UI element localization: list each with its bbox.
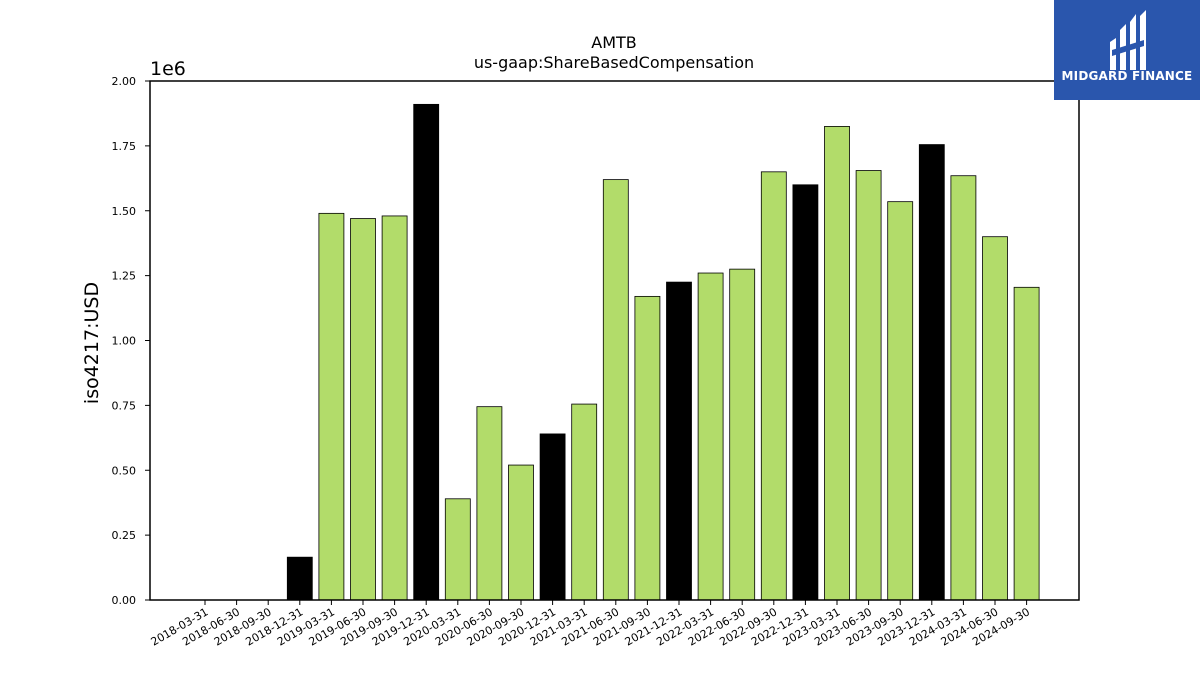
bar <box>634 295 661 601</box>
plot-area-frame <box>149 80 1080 601</box>
bar <box>666 281 692 601</box>
y-tick-label: 2.00 <box>112 75 137 88</box>
bar <box>476 406 503 601</box>
y-tick-label: 1.50 <box>112 205 137 218</box>
bar <box>824 126 850 601</box>
y-tick-label: 1.25 <box>112 270 137 283</box>
bar <box>286 556 313 601</box>
bar <box>887 201 914 601</box>
bar <box>444 498 471 601</box>
y-tick-label: 0.00 <box>112 594 137 607</box>
y-tick-label: 1.00 <box>112 335 137 348</box>
bar <box>918 144 945 601</box>
y-tick-label: 0.25 <box>112 529 137 542</box>
y-axis-scale-label: 1e6 <box>150 58 186 80</box>
bar <box>571 403 598 601</box>
bar <box>381 215 408 601</box>
bar <box>950 175 977 601</box>
bar <box>602 179 629 601</box>
bar <box>539 433 566 601</box>
bar <box>760 171 787 601</box>
bar <box>350 218 376 601</box>
brand-name: MIDGARD FINANCE <box>1061 69 1193 83</box>
bar <box>413 103 440 601</box>
y-axis-label: iso4217:USD <box>81 282 103 404</box>
y-tick-label: 0.50 <box>112 464 137 477</box>
bar <box>855 170 882 601</box>
brand-logo: MIDGARD FINANCE <box>1054 0 1200 100</box>
midgard-logo-icon <box>1110 10 1146 70</box>
bar <box>982 236 1008 601</box>
chart-title: AMTB <box>591 33 637 52</box>
bar <box>792 184 819 601</box>
bar <box>508 464 534 601</box>
bar <box>697 272 724 601</box>
chart-subtitle: us-gaap:ShareBasedCompensation <box>474 53 754 72</box>
y-tick-label: 0.75 <box>112 399 137 412</box>
y-tick-label: 1.75 <box>112 140 137 153</box>
bar <box>1013 286 1040 601</box>
bar <box>318 212 345 601</box>
bar <box>729 268 756 601</box>
